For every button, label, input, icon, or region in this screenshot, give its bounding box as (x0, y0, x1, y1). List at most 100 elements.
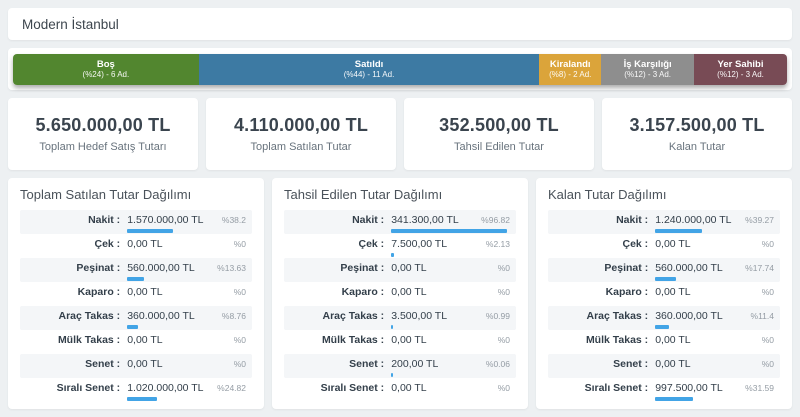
row-label: Nakit : (616, 214, 649, 226)
row-label: Araç Takas : (586, 310, 649, 322)
row-value-cell: 0,00 TL (391, 382, 468, 395)
row-percent: %0 (497, 263, 510, 273)
panel-tahsil-edilen-dagilimi: Tahsil Edilen Tutar Dağılımı Nakit : 341.… (272, 178, 528, 409)
row-label: Mülk Takas : (321, 334, 385, 346)
row-value: 560.000,00 TL (127, 262, 195, 274)
distribution-row: Kaparo : 0,00 TL %0 (548, 282, 780, 306)
row-label: Senet : (349, 358, 385, 370)
distribution-row: Mülk Takas : 0,00 TL %0 (20, 330, 252, 354)
row-value: 997.500,00 TL (655, 382, 723, 394)
panel-rows: Nakit : 1.240.000,00 TL %39.27 Çek : 0,00 TL… (548, 210, 780, 402)
row-value-cell: 1.570.000,00 TL (127, 214, 204, 233)
row-label: Senet : (613, 358, 649, 370)
occupancy-segment: İş Karşılığı (%12) - 3 Ad. (601, 53, 695, 85)
row-percent: %8.76 (221, 311, 246, 321)
row-value: 0,00 TL (655, 286, 691, 298)
row-percent: %0.06 (485, 359, 510, 369)
row-value-cell: 0,00 TL (127, 286, 204, 299)
summary-label: Toplam Satılan Tutar (250, 141, 352, 153)
distribution-row: Nakit : 1.240.000,00 TL %39.27 (548, 210, 780, 234)
row-value-cell: 0,00 TL (391, 286, 468, 299)
row-percent: %2.13 (485, 239, 510, 249)
row-value: 3.500,00 TL (391, 310, 448, 322)
distribution-row: Araç Takas : 3.500,00 TL %0.99 (284, 306, 516, 330)
row-value-cell: 7.500,00 TL (391, 238, 468, 257)
panel-toplam-satilan-dagilimi: Toplam Satılan Tutar Dağılımı Nakit : 1.5… (8, 178, 264, 409)
row-progress-bar (127, 277, 144, 281)
row-percent: %31.59 (745, 383, 774, 393)
distribution-row: Senet : 0,00 TL %0 (548, 354, 780, 378)
row-percent: %17.74 (745, 263, 774, 273)
row-label: Mülk Takas : (57, 334, 121, 346)
summary-value: 4.110.000,00 TL (233, 115, 369, 135)
distribution-row: Senet : 0,00 TL %0 (20, 354, 252, 378)
segment-detail: (%12) - 3 Ad. (717, 69, 764, 79)
row-percent: %0 (761, 335, 774, 345)
row-label: Mülk Takas : (585, 334, 649, 346)
row-value-cell: 360.000,00 TL (655, 310, 732, 329)
row-value-cell: 560.000,00 TL (127, 262, 204, 281)
row-label: Çek : (94, 238, 121, 250)
occupancy-bar-card: Boş (%24) - 6 Ad. Satıldı (%44) - 11 Ad. Kir… (8, 48, 792, 90)
panel-rows: Nakit : 1.570.000,00 TL %38.2 Çek : 0,00 TL%… (20, 210, 252, 402)
row-percent: %0 (233, 335, 246, 345)
distribution-row: Nakit : 1.570.000,00 TL %38.2 (20, 210, 252, 234)
distribution-row: Çek : 0,00 TL %0 (20, 234, 252, 258)
segment-detail: (%12) - 3 Ad. (624, 69, 671, 79)
summary-card-tahsil-edilen: 352.500,00 TL Tahsil Edilen Tutar (404, 98, 594, 170)
row-value-cell: 0,00 TL (127, 238, 204, 251)
distribution-row: Peşinat : 560.000,00 TL %17.74 (548, 258, 780, 282)
occupancy-segment: Satıldı (%44) - 11 Ad. (198, 53, 540, 85)
row-percent: %11.4 (750, 311, 774, 321)
segment-label: İş Karşılığı (623, 58, 672, 70)
row-value-cell: 0,00 TL (655, 334, 732, 347)
row-value-cell: 560.000,00 TL (655, 262, 732, 281)
row-value: 1.570.000,00 TL (127, 214, 204, 226)
row-value: 0,00 TL (127, 358, 163, 370)
row-percent: %38.2 (221, 215, 246, 225)
row-percent: %0 (497, 335, 510, 345)
row-value: 0,00 TL (655, 238, 691, 250)
row-percent: %0 (761, 239, 774, 249)
summary-card-satilan: 4.110.000,00 TL Toplam Satılan Tutar (206, 98, 396, 170)
row-label: Sıralı Senet : (584, 382, 649, 394)
row-value-cell: 0,00 TL (391, 262, 468, 275)
row-value: 0,00 TL (391, 262, 427, 274)
row-percent: %39.27 (745, 215, 774, 225)
distribution-row: Kaparo : 0,00 TL %0 (20, 282, 252, 306)
row-value-cell: 3.500,00 TL (391, 310, 468, 329)
row-value-cell: 0,00 TL (655, 238, 732, 251)
summary-label: Toplam Hedef Satış Tutarı (39, 141, 167, 153)
row-label: Çek : (622, 238, 649, 250)
row-percent: %0 (233, 239, 246, 249)
segment-detail: (%8) - 2 Ad. (549, 69, 592, 79)
segment-detail: (%24) - 6 Ad. (82, 69, 130, 79)
row-value: 0,00 TL (391, 286, 427, 298)
row-value: 0,00 TL (127, 238, 163, 250)
row-progress-bar (391, 253, 394, 257)
row-progress-bar (655, 277, 677, 281)
occupancy-segment: Yer Sahibi (%12) - 3 Ad. (694, 53, 787, 85)
panel-title: Toplam Satılan Tutar Dağılımı (20, 187, 192, 202)
distribution-row: Sıralı Senet : 997.500,00 TL %31.59 (548, 378, 780, 402)
row-value: 0,00 TL (391, 334, 427, 346)
row-value-cell: 0,00 TL (127, 334, 204, 347)
row-progress-bar (127, 229, 174, 233)
row-value: 360.000,00 TL (127, 310, 195, 322)
row-label: Araç Takas : (322, 310, 385, 322)
distribution-row: Kaparo : 0,00 TL %0 (284, 282, 516, 306)
row-label: Kaparo : (77, 286, 121, 298)
row-label: Sıralı Senet : (320, 382, 385, 394)
row-value: 0,00 TL (391, 382, 427, 394)
row-label: Peşinat : (340, 262, 385, 274)
summary-cards: 5.650.000,00 TL Toplam Hedef Satış Tutar… (8, 98, 792, 170)
segment-detail: (%44) - 11 Ad. (343, 69, 395, 79)
row-percent: %0.99 (485, 311, 510, 321)
page-title: Modern İstanbul (22, 16, 119, 32)
distribution-row: Çek : 7.500,00 TL %2.13 (284, 234, 516, 258)
distribution-row: Çek : 0,00 TL %0 (548, 234, 780, 258)
distribution-row: Araç Takas : 360.000,00 TL %8.76 (20, 306, 252, 330)
distribution-row: Mülk Takas : 0,00 TL %0 (548, 330, 780, 354)
summary-label: Kalan Tutar (668, 141, 726, 153)
row-label: Araç Takas : (58, 310, 121, 322)
